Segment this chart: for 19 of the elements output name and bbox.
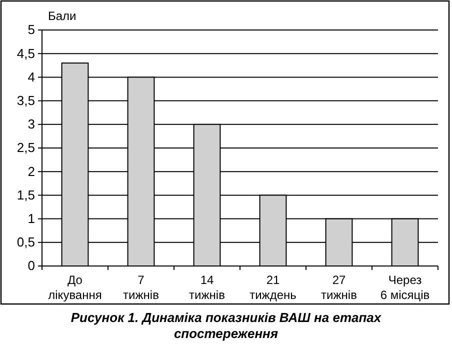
- y-tick-label: 5: [28, 22, 35, 38]
- y-tick-label: 0: [28, 258, 35, 274]
- x-tick-label: 7 тижнів: [123, 273, 159, 302]
- x-tick-label: 27 тижнів: [321, 273, 357, 302]
- y-tick-label: 2,5: [16, 140, 35, 156]
- y-tick-label: 2: [28, 164, 35, 179]
- text: Рисунок 1. Динаміка показників ВАШ на етапах спостереження: [70, 310, 382, 341]
- y-axis-title: Бали: [48, 9, 76, 23]
- y-tick-label: 1,5: [16, 187, 35, 202]
- y-tick-label: 4,5: [16, 46, 35, 61]
- y-tick-label: 4: [28, 69, 35, 84]
- x-tick-label: 14 тижнів: [189, 273, 225, 302]
- x-tick-label: Через 6 місяців: [380, 273, 430, 302]
- x-tick-label: До лікування: [48, 273, 102, 302]
- x-tick-label: 21 тиждень: [250, 273, 296, 302]
- y-tick-label: 0,5: [16, 234, 35, 250]
- y-tick-label: 1: [28, 210, 35, 226]
- y-tick-label: 3: [28, 116, 35, 132]
- y-tick-label: 3,5: [16, 92, 35, 108]
